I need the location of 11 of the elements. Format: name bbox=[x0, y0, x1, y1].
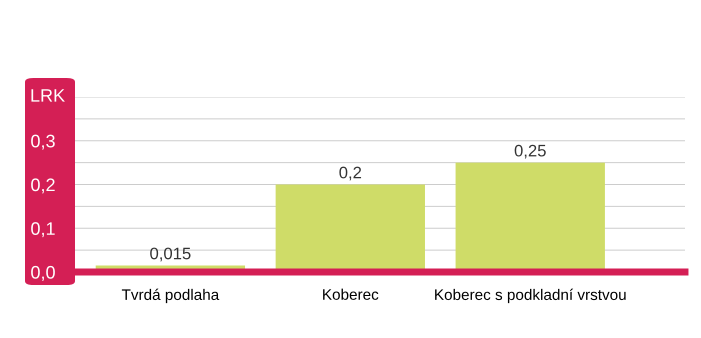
y-tick-label: 0,0 bbox=[31, 266, 55, 281]
y-tick-label: 0,3 bbox=[31, 134, 55, 150]
x-tick-label: Tvrdá podlaha bbox=[122, 288, 220, 304]
x-tick-label: Koberec bbox=[323, 288, 378, 300]
y-tick-label: 0,2 bbox=[31, 178, 55, 194]
data-label: 0,2 bbox=[339, 166, 362, 180]
x-tick-label: Koberec s podkladní vrstvou bbox=[435, 288, 626, 304]
y-tick-label: 0,1 bbox=[31, 222, 55, 238]
y-axis-title: LRK bbox=[31, 89, 65, 102]
data-label: 0,015 bbox=[150, 248, 191, 262]
data-label: 0,25 bbox=[514, 144, 546, 159]
